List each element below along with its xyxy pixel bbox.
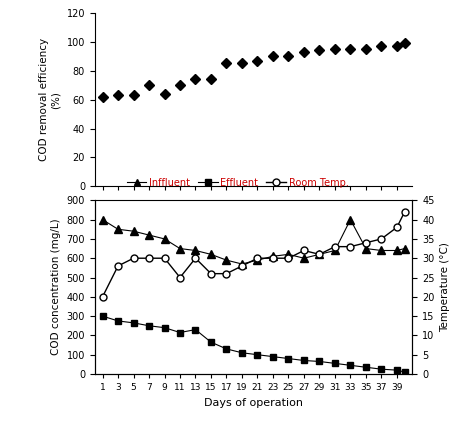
Y-axis label: COD concentration (mg/L): COD concentration (mg/L) [51,219,61,355]
Inffluent [146,232,152,238]
Effluent [224,346,229,351]
Inffluent [208,252,214,257]
Inffluent [286,252,292,257]
Effluent [177,330,183,335]
Room Temp. [255,256,260,261]
Inffluent [317,252,322,257]
Effluent [239,350,245,355]
Inffluent [270,254,276,259]
Room Temp. [347,244,353,249]
Effluent [255,352,260,357]
Effluent [115,318,121,323]
Room Temp. [270,256,276,261]
Room Temp. [286,256,292,261]
Room Temp. [192,256,198,261]
Inffluent [379,248,384,253]
Inffluent [115,227,121,232]
Inffluent [162,236,167,241]
Room Temp. [394,225,400,230]
Room Temp. [100,294,105,299]
Inffluent [363,246,369,251]
Room Temp. [131,256,137,261]
Effluent [100,314,105,319]
Room Temp. [379,236,384,241]
Effluent [286,356,292,361]
X-axis label: Days of operation: Days of operation [204,397,303,408]
Effluent [394,368,400,373]
Inffluent [177,246,183,251]
Y-axis label: COD removal efficiency
(%): COD removal efficiency (%) [39,38,61,161]
Room Temp. [317,252,322,257]
Inffluent [239,261,245,266]
Line: Room Temp.: Room Temp. [99,208,408,300]
Inffluent [301,256,307,261]
Inffluent [255,258,260,263]
Room Temp. [332,244,338,249]
Inffluent [100,217,105,222]
Effluent [270,354,276,359]
Effluent [301,358,307,363]
Effluent [379,367,384,372]
Effluent [162,325,167,330]
Room Temp. [177,275,183,280]
Room Temp. [208,271,214,276]
Line: Effluent: Effluent [99,313,408,376]
Room Temp. [146,256,152,261]
Effluent [146,323,152,328]
Room Temp. [363,240,369,245]
Inffluent [332,248,338,253]
Effluent [208,340,214,345]
Room Temp. [162,256,167,261]
Effluent [332,361,338,366]
Line: Inffluent: Inffluent [99,215,409,268]
Effluent [347,363,353,368]
Inffluent [192,248,198,253]
Room Temp. [301,248,307,253]
Room Temp. [402,210,408,215]
Effluent [317,359,322,364]
Effluent [131,320,137,326]
Inffluent [131,229,137,234]
Room Temp. [224,271,229,276]
Y-axis label: Temperature (°C): Temperature (°C) [440,242,450,332]
Inffluent [347,217,353,222]
Effluent [402,369,408,374]
Room Temp. [239,264,245,269]
Effluent [363,365,369,370]
Legend: Inffluent, Effluent, Room Temp.: Inffluent, Effluent, Room Temp. [123,174,352,192]
Effluent [192,327,198,332]
Room Temp. [115,264,121,269]
Inffluent [394,248,400,253]
Inffluent [224,258,229,263]
Inffluent [402,246,408,251]
